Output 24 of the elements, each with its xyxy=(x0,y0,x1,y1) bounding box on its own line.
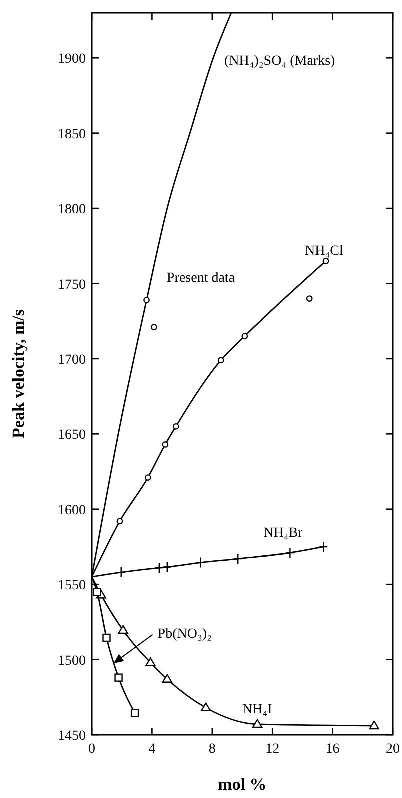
x-tick-label: 4 xyxy=(148,742,156,757)
y-tick-label: 1850 xyxy=(58,127,86,142)
y-tick-label: 1700 xyxy=(58,352,86,368)
x-tick-label: 20 xyxy=(386,742,400,757)
text: Pb(NO₃)₂ xyxy=(158,626,212,642)
y-tick-label: 1800 xyxy=(58,202,86,218)
y-tick-label: 1550 xyxy=(58,578,86,594)
y-tick-label: 1600 xyxy=(58,503,86,518)
y-tick-label: 1500 xyxy=(58,654,86,669)
y-tick-label: 1650 xyxy=(58,428,86,444)
series-label: (NH₄)₂SO₄ (Marks) xyxy=(224,54,336,69)
series-label: NH₄I xyxy=(242,702,273,718)
series-label: NH₄Br xyxy=(264,526,304,541)
series-label: NH₄Cl xyxy=(305,244,344,260)
annotation: Present data xyxy=(167,271,236,286)
x-tick-label: 8 xyxy=(208,742,216,757)
x-tick-label: 16 xyxy=(326,742,340,757)
y-tick-label: 1750 xyxy=(58,278,86,293)
x-axis-title: mol % xyxy=(218,775,267,794)
y-axis-title: Peak velocity, m/s xyxy=(9,309,28,438)
y-tick-label: 1900 xyxy=(58,52,86,68)
x-tick-label: 0 xyxy=(88,742,96,757)
x-tick-label: 12 xyxy=(266,742,280,757)
y-tick-label: 1450 xyxy=(58,729,86,744)
